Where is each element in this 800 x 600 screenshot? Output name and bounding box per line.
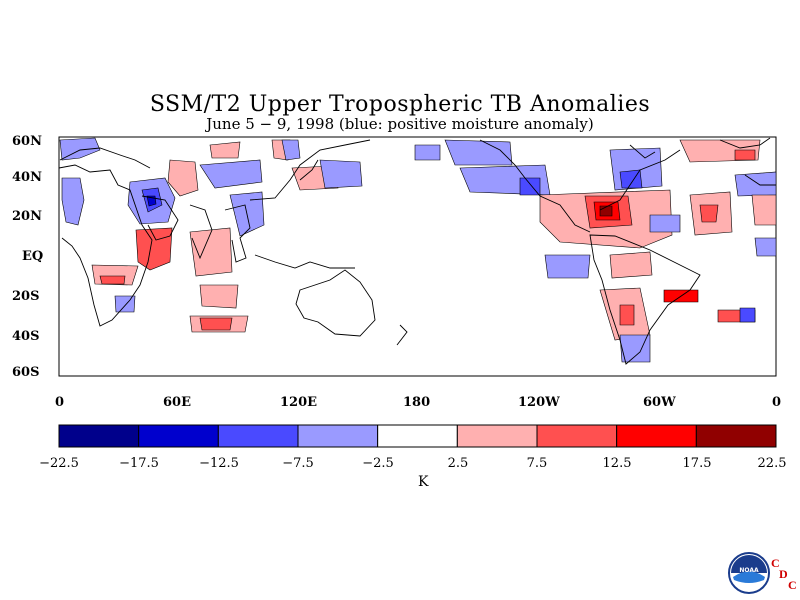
coastline-india [189,204,213,260]
coastline-namerica-east [599,149,681,211]
blue-anomaly [649,214,681,233]
lon-label: 120W [518,395,560,410]
red-anomaly [699,204,719,223]
lat-label: 20N [12,209,42,224]
blue-anomaly [319,159,363,189]
colorbar-swatch [297,424,379,448]
colorbar-label: −12.5 [199,456,239,471]
coastline-japan [299,159,319,181]
coastline-greenland [719,137,771,149]
coastline-africa [58,164,153,327]
red-anomaly [189,227,233,277]
coastline-arabia [141,195,179,241]
lat-label: 40N [12,170,42,185]
colorbar-swatch [377,424,458,448]
colorbar-label: −22.5 [39,456,79,471]
blue-anomaly [199,159,263,189]
lon-label: 0 [772,395,782,410]
lon-label: 60W [643,395,676,410]
coastline-nz [396,324,408,346]
red-anomaly [199,317,233,331]
coastline-samerica [589,234,701,365]
colorbar-label: −17.5 [119,456,159,471]
lon-label: 60E [163,395,191,410]
cdc-letter: C [771,556,780,570]
lon-label: 120E [280,395,318,410]
colorbar-label: 17.5 [682,456,712,471]
red-anomaly [199,284,239,309]
colorbar-swatch [616,424,697,448]
colorbar [58,424,777,448]
red-anomaly [751,194,777,226]
red-anomaly [619,304,635,326]
colorbar-label: 7.5 [526,456,548,471]
red-anomaly [135,227,173,271]
coastline-europe [59,147,151,169]
coastline-hudson [629,144,656,159]
blue-anomaly [114,295,136,313]
cdc-letter: D [779,567,788,581]
colorbar-units: K [418,474,429,490]
colorbar-label: −7.5 [282,456,314,471]
blue-anomaly [619,334,651,363]
anomaly-blobs [59,137,777,363]
colorbar-label: −2.5 [362,456,394,471]
colorbar-label: 2.5 [447,456,469,471]
coastline-west-africa [744,174,776,186]
colorbar-swatch [138,424,219,448]
blue-anomaly [444,139,513,166]
map-title: SSM/T2 Upper Tropospheric TB Anomalies [149,92,651,117]
coastline-seasia [224,204,251,263]
colorbar-label: 22.5 [757,456,787,471]
red-anomaly [609,251,653,279]
red-anomaly [167,159,199,197]
red-anomaly [209,141,241,159]
noaa-text: NOAA [739,567,759,574]
lon-label: 0 [55,395,65,410]
lat-label: 20S [12,289,40,304]
coastline-australia [295,269,376,337]
lat-label: EQ [22,249,44,264]
noaa-logo: NOAA [728,552,770,598]
coastline-indonesia [254,254,355,269]
blue-anomaly [414,144,441,161]
blue-anomaly [754,237,777,257]
cdc-letter: C [788,578,797,592]
colorbar-swatch [695,424,777,448]
lat-label: 60N [12,134,42,149]
colorbar-label: 12.5 [602,456,632,471]
blue-anomaly [61,177,85,226]
colorbar-swatch [536,424,618,448]
lat-label: 60S [12,365,40,380]
red-anomaly [734,149,756,161]
colorbar-swatch [456,424,538,448]
coastlines [58,137,776,365]
noaa-emblem-icon: NOAA [728,552,770,594]
coastline-easia [249,139,371,201]
map-subtitle: June 5 − 9, 1998 (blue: positive moistur… [206,115,594,133]
blue-anomaly [281,139,301,161]
blue-anomaly [544,254,591,279]
red-anomaly [99,275,126,285]
colorbar-swatch [217,424,299,448]
lon-label: 180 [403,395,431,410]
lat-label: 40S [12,329,40,344]
blue-anomaly [739,307,756,323]
colorbar-swatch [58,424,140,448]
coastline-namerica [479,139,591,233]
blue-anomaly [734,171,777,197]
